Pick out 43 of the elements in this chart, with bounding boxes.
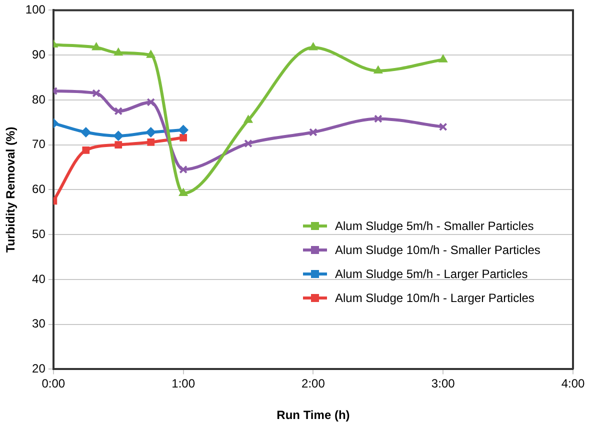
point — [92, 89, 100, 98]
point — [438, 122, 448, 132]
point — [113, 130, 124, 141]
y-tick-label: 90 — [32, 47, 46, 62]
point — [374, 66, 383, 74]
legend-label: Alum Sludge 5m/h - Smaller Particles — [335, 219, 534, 234]
point — [178, 125, 188, 136]
point — [180, 134, 187, 142]
legend-label: Alum Sludge 10m/h - Larger Particles — [335, 291, 534, 306]
point — [438, 54, 448, 62]
point — [114, 141, 122, 149]
point — [146, 50, 156, 58]
point — [92, 42, 101, 50]
y-tick-label: 50 — [32, 226, 46, 241]
y-tick-label: 30 — [32, 316, 46, 331]
point — [309, 128, 318, 136]
point — [114, 48, 123, 56]
point — [179, 165, 188, 174]
y-tick-label: 60 — [32, 182, 46, 196]
x-tick-label: 2:00 — [302, 376, 326, 391]
x-tick-label: 1:00 — [172, 376, 196, 391]
y-tick-label: 40 — [32, 272, 46, 286]
point — [374, 114, 382, 123]
point — [114, 106, 123, 116]
y-tick-label: 70 — [32, 137, 46, 152]
x-tick-label: 0:00 — [42, 376, 66, 391]
point — [80, 127, 91, 138]
point — [146, 127, 156, 138]
y-axis-title: Turbidity Removal (%) — [4, 126, 18, 253]
y-tick-label: 20 — [32, 362, 46, 376]
point — [244, 139, 252, 148]
point — [82, 146, 90, 154]
legend-label: Alum Sludge 10m/h - Smaller Particles — [335, 243, 540, 258]
y-tick-label: 80 — [32, 92, 46, 106]
x-tick-label: 3:00 — [431, 376, 456, 391]
x-axis-title: Run Time (h) — [276, 408, 350, 422]
point — [244, 115, 253, 123]
x-tick-label: 4:00 — [561, 376, 585, 391]
y-tick-label: 100 — [25, 2, 46, 17]
point — [308, 42, 318, 50]
point — [146, 98, 156, 106]
point — [147, 138, 155, 146]
legend-label: Alum Sludge 5m/h - Larger Particles — [335, 267, 528, 282]
